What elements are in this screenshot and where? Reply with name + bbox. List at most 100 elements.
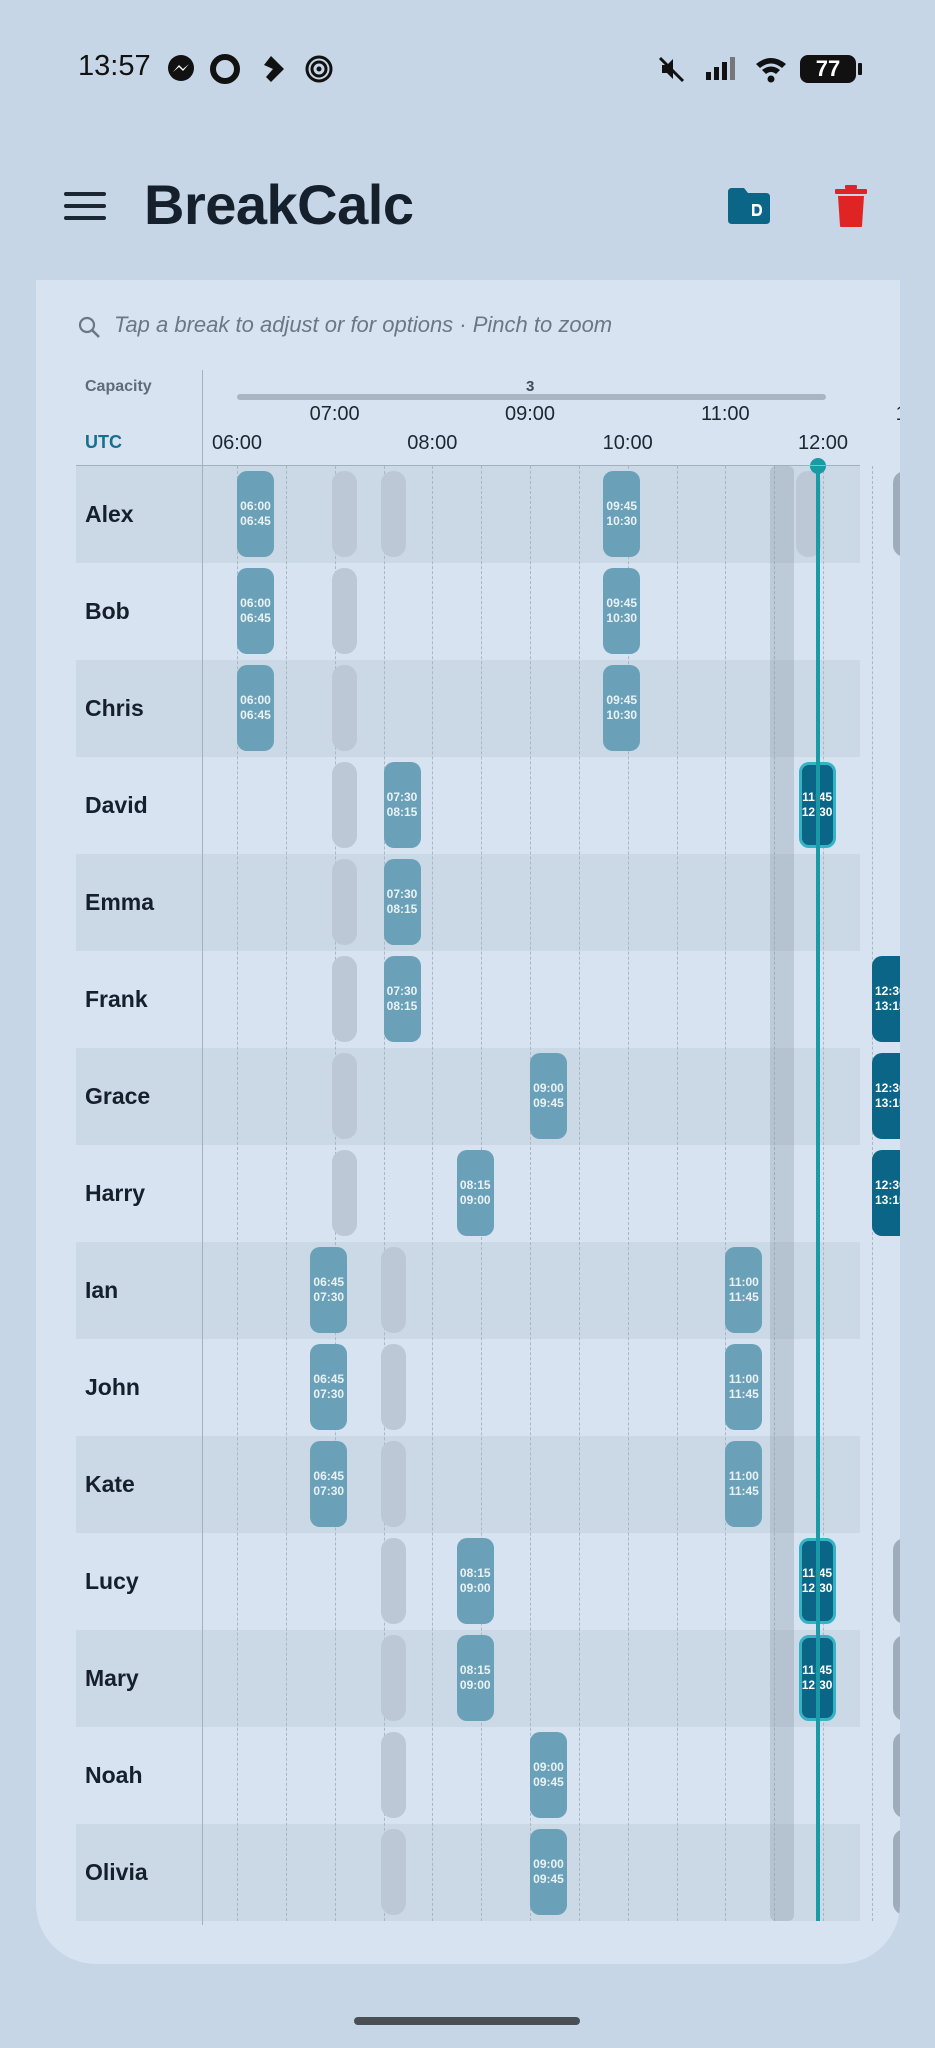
- suggested-slot[interactable]: [331, 956, 357, 1042]
- break-start: 08:15: [459, 1663, 491, 1677]
- break-block[interactable]: 06:45 07:30: [310, 1344, 348, 1430]
- row-name[interactable]: Harry: [85, 1180, 146, 1206]
- schedule-row: Frank: [76, 951, 860, 1048]
- row-name[interactable]: Chris: [85, 695, 144, 721]
- break-start: 06:45: [313, 1275, 345, 1289]
- break-end: 13:15: [874, 1096, 900, 1110]
- hour-label: 11:00: [701, 403, 750, 425]
- row-name[interactable]: David: [85, 792, 148, 818]
- suggested-slot[interactable]: [893, 1635, 900, 1721]
- break-start: 08:15: [459, 1566, 491, 1580]
- break-block[interactable]: 09:45 10:30: [603, 568, 641, 654]
- break-end: 09:00: [459, 1581, 491, 1595]
- break-block[interactable]: 07:30 08:15: [383, 762, 421, 848]
- search-icon: [78, 316, 100, 338]
- break-start: 09:00: [533, 1760, 564, 1774]
- suggested-slot[interactable]: [893, 471, 900, 557]
- suggested-slot[interactable]: [380, 1538, 406, 1624]
- timezone-label[interactable]: UTC: [85, 432, 122, 452]
- suggested-slot[interactable]: [331, 1053, 357, 1139]
- suggested-slot[interactable]: [893, 1829, 900, 1915]
- break-block[interactable]: 12:3013:15: [871, 1053, 900, 1139]
- suggested-slot[interactable]: [331, 1150, 357, 1236]
- home-indicator[interactable]: [354, 2017, 580, 2025]
- schedule-row: Olivia: [76, 1824, 860, 1921]
- row-name[interactable]: Bob: [85, 598, 130, 624]
- suggested-slot[interactable]: [380, 1829, 406, 1915]
- mute-icon: [658, 56, 685, 83]
- schedule-row: Emma: [76, 854, 860, 951]
- break-end: 06:45: [240, 708, 271, 722]
- suggested-slot[interactable]: [380, 1635, 406, 1721]
- suggested-slot[interactable]: [331, 471, 357, 557]
- hour-label: 13:00: [896, 403, 900, 426]
- break-block[interactable]: 11:00 11:45: [725, 1441, 763, 1527]
- break-block[interactable]: 11:00 11:45: [725, 1344, 763, 1430]
- suggested-slot[interactable]: [380, 1247, 406, 1333]
- app-title: BreakCalc: [144, 173, 414, 236]
- row-name[interactable]: Ian: [85, 1277, 119, 1303]
- schedule-row: Alex: [76, 466, 860, 563]
- break-end: 09:00: [459, 1678, 491, 1692]
- folder-icon[interactable]: [726, 186, 772, 226]
- break-block[interactable]: 11:00 11:45: [725, 1247, 763, 1333]
- break-block[interactable]: 06:45 07:30: [310, 1441, 348, 1527]
- break-block[interactable]: 07:30 08:15: [383, 956, 421, 1042]
- break-block[interactable]: 08:15 09:00: [456, 1150, 494, 1236]
- schedule-card: Tap a break to adjust or for options · P…: [36, 280, 900, 1964]
- row-name[interactable]: Noah: [85, 1762, 143, 1788]
- suggested-slot[interactable]: [893, 1732, 900, 1818]
- wifi-icon: [756, 58, 786, 83]
- break-block[interactable]: 09:00 09:45: [530, 1732, 567, 1818]
- schedule-row: David: [76, 757, 860, 854]
- row-name[interactable]: Kate: [85, 1471, 135, 1497]
- break-block[interactable]: 07:30 08:15: [383, 859, 421, 945]
- break-block[interactable]: 09:00 09:45: [530, 1053, 567, 1139]
- hour-label: 06:00: [211, 432, 263, 454]
- break-block[interactable]: 06:45 07:30: [310, 1247, 348, 1333]
- row-name[interactable]: Emma: [85, 889, 155, 915]
- row-name[interactable]: Frank: [85, 986, 148, 1012]
- schedule-row: Bob: [76, 563, 860, 660]
- break-start: 09:00: [533, 1857, 564, 1871]
- grid-line: [432, 466, 434, 1921]
- break-start: 12:30: [874, 984, 900, 998]
- break-block[interactable]: 09:00 09:45: [530, 1829, 567, 1915]
- hour-label: 10:00: [602, 432, 653, 454]
- break-block[interactable]: 09:45 10:30: [603, 471, 641, 557]
- break-block[interactable]: 12:3013:15: [871, 1150, 900, 1236]
- suggested-slot[interactable]: [331, 568, 357, 654]
- break-end: 09:00: [459, 1193, 491, 1207]
- row-name[interactable]: Lucy: [85, 1568, 139, 1594]
- timeline-grid[interactable]: Capacity 3 UTC 07:0009:0011:0013:0015:00…: [76, 368, 900, 1928]
- break-block[interactable]: 06:00 06:45: [237, 568, 274, 654]
- break-block[interactable]: 12:3013:15: [871, 956, 900, 1042]
- break-end: 07:30: [313, 1484, 345, 1498]
- suggested-slot[interactable]: [380, 1732, 406, 1818]
- trash-icon[interactable]: [834, 184, 868, 228]
- break-block[interactable]: 06:00 06:45: [237, 471, 274, 557]
- break-block[interactable]: 08:15 09:00: [456, 1538, 494, 1624]
- break-block[interactable]: 06:00 06:45: [237, 665, 274, 751]
- suggested-slot[interactable]: [380, 1344, 406, 1430]
- suggested-slot[interactable]: [893, 1538, 900, 1624]
- break-block[interactable]: 08:15 09:00: [456, 1635, 494, 1721]
- suggested-slot[interactable]: [331, 762, 357, 848]
- now-band: [770, 466, 795, 1921]
- row-name[interactable]: Olivia: [85, 1859, 148, 1885]
- suggested-slot[interactable]: [380, 471, 406, 557]
- battery-indicator: 77: [800, 55, 862, 83]
- row-name[interactable]: John: [85, 1374, 140, 1400]
- break-end: 10:30: [606, 708, 638, 722]
- grid-line: [823, 466, 825, 1921]
- hour-label: 07:00: [309, 403, 360, 425]
- hamburger-menu-icon[interactable]: [64, 192, 106, 220]
- suggested-slot[interactable]: [380, 1441, 406, 1527]
- hour-label: 09:00: [504, 403, 556, 425]
- row-name[interactable]: Alex: [85, 501, 134, 527]
- suggested-slot[interactable]: [331, 665, 357, 751]
- break-block[interactable]: 09:45 10:30: [603, 665, 641, 751]
- row-name[interactable]: Mary: [85, 1665, 139, 1691]
- suggested-slot[interactable]: [331, 859, 357, 945]
- row-name[interactable]: Grace: [85, 1083, 151, 1109]
